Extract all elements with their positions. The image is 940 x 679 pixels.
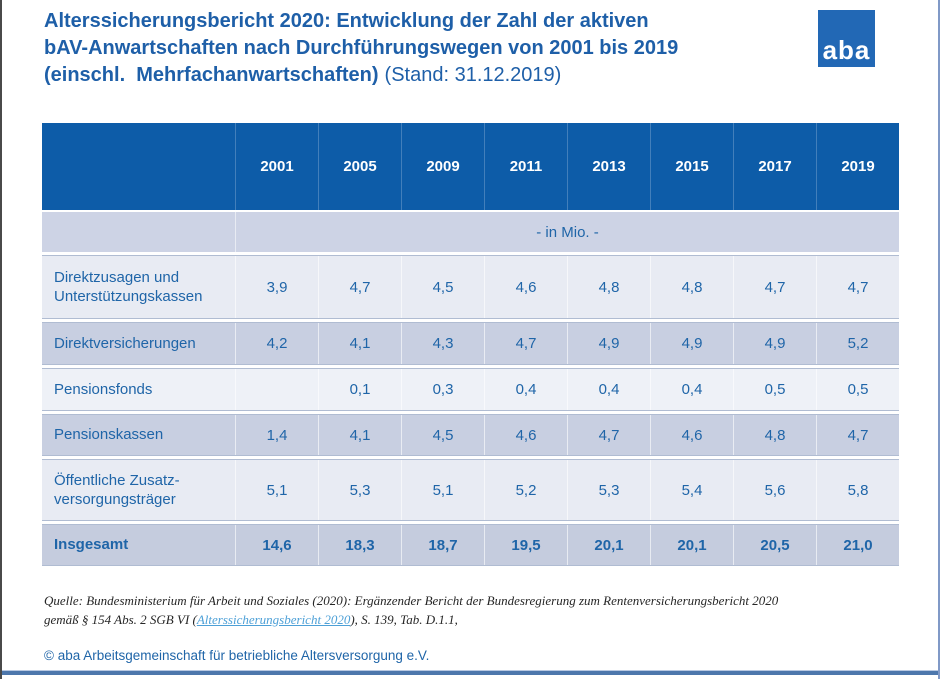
value-2011: 4,6	[484, 415, 567, 455]
title-stand-date: (Stand: 31.12.2019)	[384, 64, 562, 86]
row-label: Pensionskassen	[54, 426, 164, 444]
value-2015: 20,1	[650, 525, 733, 565]
table-row: Pensionskassen 1,4 4,1 4,5 4,6 4,7 4,6 4,8 4,7	[42, 414, 899, 456]
value-2011: 4,6	[484, 256, 567, 318]
value-2013: 4,7	[567, 415, 650, 455]
source-report-link[interactable]: Alterssicherungsbericht 2020	[196, 611, 351, 627]
value-2009: 4,5	[401, 415, 484, 455]
source-line-2-post: ), S. 139, Tab. D.1.1,	[350, 611, 458, 627]
value-2009: 0,3	[401, 369, 484, 410]
unit-row-spacer	[42, 212, 235, 252]
value-2009: 18,7	[401, 525, 484, 565]
pension-table: 2001 2005 2009 2011 2013 2015 2017 2019- in Mio…	[42, 123, 899, 569]
row-label: Direktzusagen und Unterstützungskassen	[54, 268, 203, 306]
year-header-2017: 2017	[733, 123, 816, 210]
value-2017: 4,7	[733, 256, 816, 318]
value-2001: 4,2	[235, 323, 318, 364]
value-2011: 0,4	[484, 369, 567, 410]
value-2005: 4,1	[318, 323, 401, 364]
value-2019: 21,0	[816, 525, 899, 565]
year-header-2013: 2013	[567, 123, 650, 210]
aba-logo: aba	[818, 10, 875, 67]
value-2001	[235, 369, 318, 410]
year-header-2011: 2011	[484, 123, 567, 210]
row-label: Direktversicherungen	[54, 334, 196, 352]
value-2011: 19,5	[484, 525, 567, 565]
table-header-corner	[42, 123, 235, 210]
value-2019: 4,7	[816, 415, 899, 455]
value-2015: 4,8	[650, 256, 733, 318]
value-2011: 5,2	[484, 460, 567, 520]
value-2013: 20,1	[567, 525, 650, 565]
value-2013: 5,3	[567, 460, 650, 520]
value-2005: 5,3	[318, 460, 401, 520]
value-2019: 5,8	[816, 460, 899, 520]
year-header-2009: 2009	[401, 123, 484, 210]
title-line-3-bold: (einschl. Mehrfachanwartschaften)	[44, 64, 379, 86]
value-2005: 4,7	[318, 256, 401, 318]
value-2013: 4,9	[567, 323, 650, 364]
source-line-2-pre: gemäß § 154 Abs. 2 SGB VI (	[44, 611, 197, 627]
value-2019: 5,2	[816, 323, 899, 364]
value-2005: 18,3	[318, 525, 401, 565]
value-2009: 5,1	[401, 460, 484, 520]
year-header-2019: 2019	[816, 123, 899, 210]
value-2005: 4,1	[318, 415, 401, 455]
page-title: Alterssicherungsbericht 2020: Entwicklun…	[44, 8, 804, 89]
table-row: Direktzusagen und Unterstützungskassen 3,…	[42, 255, 899, 319]
value-2019: 0,5	[816, 369, 899, 410]
title-line-2: bAV-Anwartschaften nach Durchführungsweg…	[44, 37, 679, 59]
table-row: Öffentliche Zusatz-versorgungsträger 5,1 5…	[42, 459, 899, 521]
row-label: Pensionsfonds	[54, 380, 153, 398]
value-2001: 5,1	[235, 460, 318, 520]
value-2019: 4,7	[816, 256, 899, 318]
value-2017: 0,5	[733, 369, 816, 410]
title-line-1: Alterssicherungsbericht 2020: Entwicklun…	[44, 10, 649, 32]
value-2001: 14,6	[235, 525, 318, 565]
title-line-3: (einschl. Mehrfachanwartschaften) (Stand:…	[44, 62, 804, 89]
year-header-2005: 2005	[318, 123, 401, 210]
row-label: Insgesamt	[54, 536, 129, 554]
table-row: Pensionsfonds 0,1 0,3 0,4 0,4 0,4 0,5 0,5	[42, 368, 899, 411]
value-2015: 4,6	[650, 415, 733, 455]
value-2013: 4,8	[567, 256, 650, 318]
table-header-row: 2001 2005 2009 2011 2013 2015 2017 2019	[42, 123, 899, 210]
value-2011: 4,7	[484, 323, 567, 364]
source-note: Quelle: Bundesministerium für Arbeit und…	[44, 592, 924, 630]
unit-row: - in Mio. -	[42, 212, 899, 252]
aba-logo-text: aba	[822, 35, 871, 65]
year-header-2001: 2001	[235, 123, 318, 210]
value-2001: 3,9	[235, 256, 318, 318]
value-2013: 0,4	[567, 369, 650, 410]
value-2017: 20,5	[733, 525, 816, 565]
bottom-accent-bar	[2, 670, 938, 675]
value-2017: 5,6	[733, 460, 816, 520]
value-2015: 5,4	[650, 460, 733, 520]
unit-label: - in Mio. -	[235, 212, 899, 252]
row-label: Öffentliche Zusatz-versorgungsträger	[54, 471, 180, 509]
value-2015: 0,4	[650, 369, 733, 410]
copyright-notice: © aba Arbeitsgemeinschaft für betrieblic…	[44, 648, 430, 663]
table-row: Insgesamt 14,6 18,3 18,7 19,5 20,1 20,1 20,5 21,…	[42, 524, 899, 566]
table-row: Direktversicherungen 4,2 4,1 4,3 4,7 4,9 4,9 4,…	[42, 322, 899, 365]
value-2009: 4,3	[401, 323, 484, 364]
value-2001: 1,4	[235, 415, 318, 455]
value-2015: 4,9	[650, 323, 733, 364]
source-line-1: Quelle: Bundesministerium für Arbeit und…	[44, 593, 779, 608]
value-2009: 4,5	[401, 256, 484, 318]
year-header-2015: 2015	[650, 123, 733, 210]
value-2017: 4,9	[733, 323, 816, 364]
value-2017: 4,8	[733, 415, 816, 455]
value-2005: 0,1	[318, 369, 401, 410]
